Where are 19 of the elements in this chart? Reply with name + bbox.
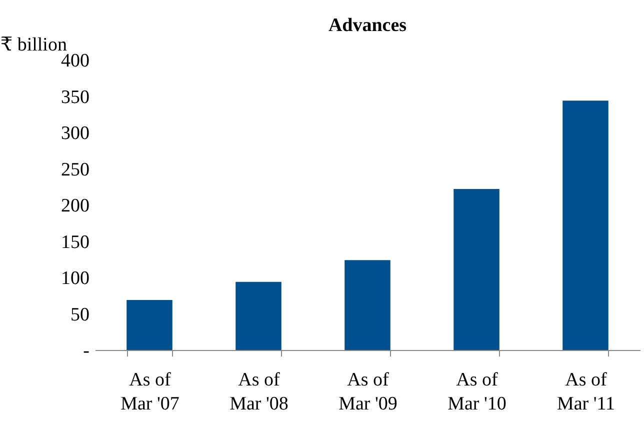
- x-tick-label: As of Mar '09: [338, 370, 398, 414]
- bar: [126, 300, 172, 350]
- x-tick-label: As of Mar '10: [448, 370, 506, 414]
- y-tick-label: 200: [61, 196, 90, 216]
- y-tick-label: 350: [61, 86, 90, 108]
- x-tick-label: As of Mar '07: [120, 370, 180, 414]
- x-tick-label: As of Mar '11: [556, 370, 616, 414]
- bar: [562, 100, 608, 350]
- y-tick-label: 150: [61, 232, 90, 253]
- y-tick-label: 300: [61, 123, 90, 144]
- bar: [344, 260, 390, 350]
- x-tick-label: As of Mar '08: [230, 370, 288, 414]
- bar: [236, 282, 282, 350]
- y-tick-label: 100: [61, 268, 90, 289]
- y-tick-label: -: [83, 340, 90, 362]
- y-tick-label: 50: [70, 304, 90, 326]
- chart-title: Advances: [328, 15, 407, 36]
- y-tick-label: 250: [61, 159, 90, 180]
- bar: [454, 189, 500, 350]
